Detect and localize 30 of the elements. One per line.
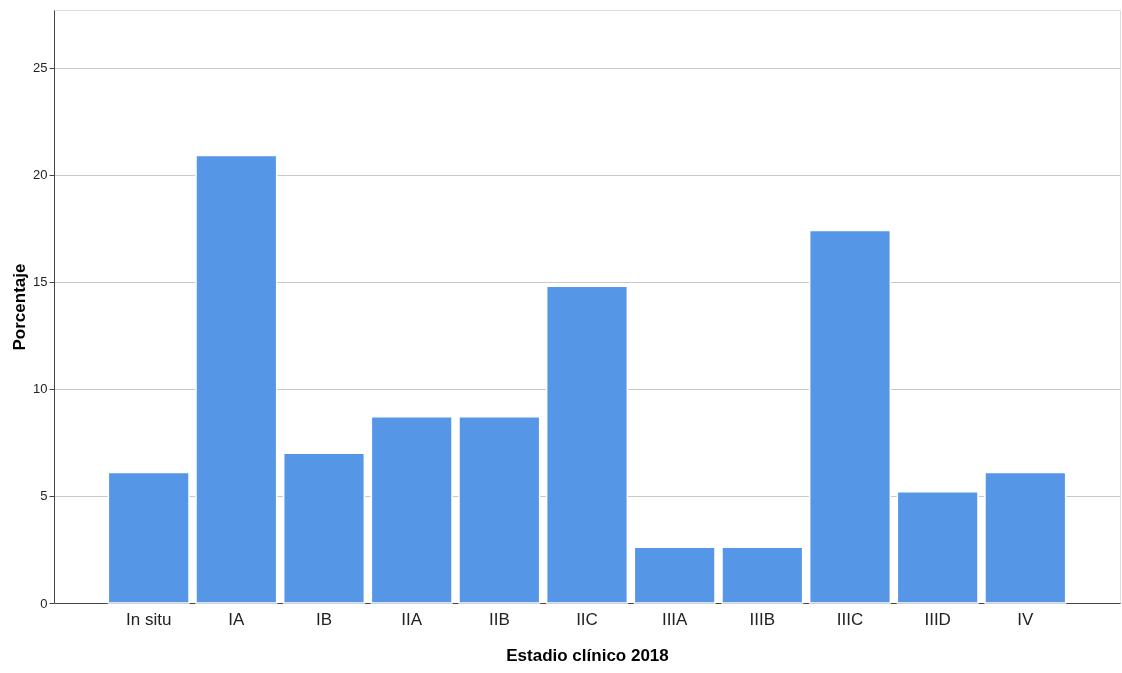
bar xyxy=(721,546,804,604)
x-tick-label: IIA xyxy=(401,609,423,629)
x-tick-label: IIIA xyxy=(661,609,689,629)
x-tick-label: IIID xyxy=(924,609,951,629)
bar xyxy=(195,154,278,604)
y-tick-label: 20 xyxy=(33,167,48,183)
y-tick-label: 0 xyxy=(40,595,48,611)
bar xyxy=(984,471,1067,604)
y-tick-label: 10 xyxy=(33,381,48,397)
x-tick-label: IIIB xyxy=(749,609,776,629)
y-tick-label: 25 xyxy=(33,60,48,76)
bar xyxy=(458,416,541,604)
x-tick-label: IB xyxy=(315,609,333,629)
bar xyxy=(370,416,453,604)
x-tick-label: IV xyxy=(1017,609,1035,629)
y-tick-label: 15 xyxy=(33,274,48,290)
bar xyxy=(633,546,716,604)
y-tick-label: 5 xyxy=(40,488,48,504)
x-tick-label: IA xyxy=(228,609,246,629)
x-axis-title: Estadio clínico 2018 xyxy=(506,645,669,665)
bar xyxy=(107,471,190,604)
bar xyxy=(282,452,366,604)
x-tick-label: In situ xyxy=(126,609,172,629)
x-tick-label: IIB xyxy=(488,609,510,629)
bar xyxy=(545,285,629,604)
bar xyxy=(896,490,979,604)
y-axis-title: Porcentaje xyxy=(10,263,30,351)
x-tick-label: IIIC xyxy=(836,609,864,629)
bar xyxy=(808,229,892,604)
x-tick-label: IIC xyxy=(576,609,598,629)
